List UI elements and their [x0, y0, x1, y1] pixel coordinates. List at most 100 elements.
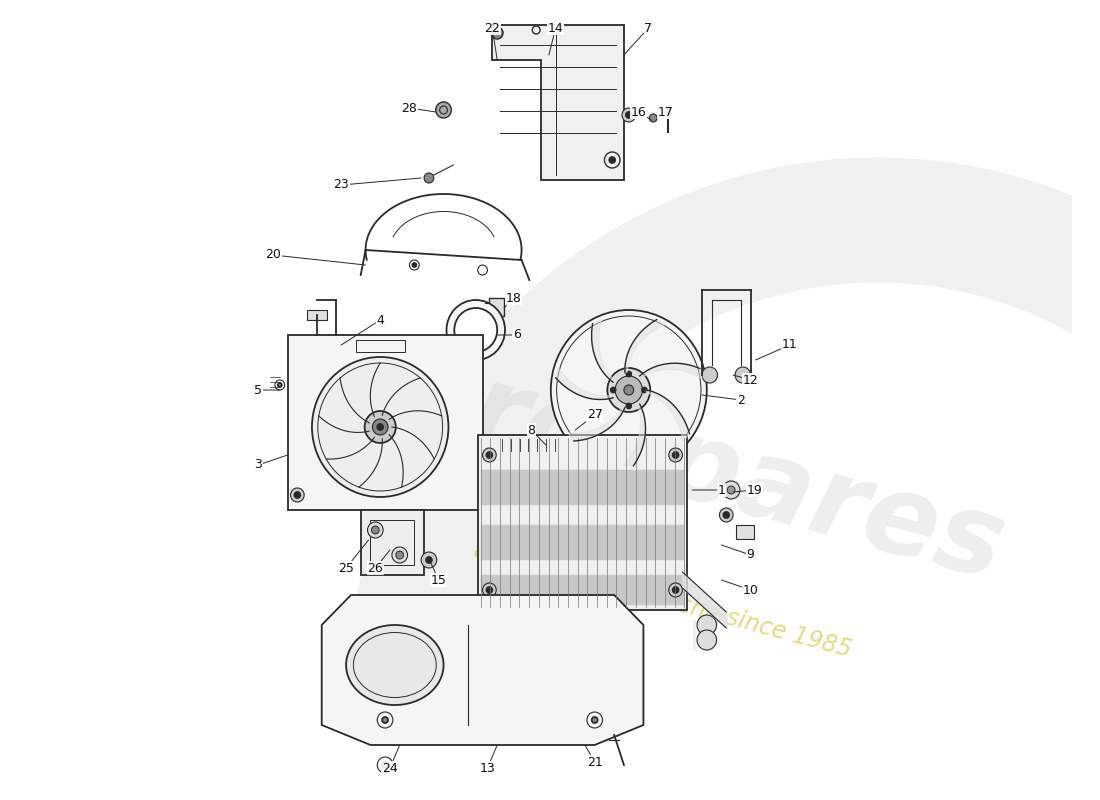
Circle shape [609, 157, 615, 163]
Text: 6: 6 [497, 329, 520, 342]
Circle shape [488, 436, 506, 454]
Circle shape [382, 717, 388, 723]
Circle shape [669, 583, 682, 597]
Text: 27: 27 [575, 409, 603, 430]
Circle shape [483, 583, 496, 597]
Circle shape [624, 385, 634, 395]
Circle shape [377, 424, 383, 430]
Text: 16: 16 [630, 106, 651, 120]
Circle shape [312, 357, 449, 497]
Polygon shape [640, 363, 702, 379]
Text: 24: 24 [382, 745, 399, 774]
Bar [371, 520, 415, 565]
Circle shape [673, 587, 679, 593]
Text: 19: 19 [733, 483, 762, 497]
Circle shape [735, 367, 750, 383]
Circle shape [669, 448, 682, 462]
Text: 21: 21 [585, 745, 603, 769]
Bar [477, 435, 688, 610]
Text: 2: 2 [702, 394, 745, 406]
Bar [497, 438, 565, 452]
Bar [736, 525, 754, 539]
Circle shape [592, 717, 597, 723]
Circle shape [607, 368, 650, 412]
Text: 28: 28 [402, 102, 436, 114]
Circle shape [483, 448, 496, 462]
Text: 9: 9 [722, 545, 755, 562]
Circle shape [421, 552, 437, 568]
Text: 10: 10 [722, 580, 759, 597]
Circle shape [447, 300, 505, 360]
Text: 13: 13 [480, 745, 497, 774]
Circle shape [436, 102, 451, 118]
Circle shape [724, 512, 729, 518]
Text: a passion for porsche since 1985: a passion for porsche since 1985 [472, 538, 855, 662]
Circle shape [615, 376, 642, 404]
Circle shape [372, 526, 379, 534]
Text: 25: 25 [338, 540, 368, 574]
Text: 14: 14 [548, 22, 563, 55]
Bar [481, 525, 684, 560]
Polygon shape [646, 390, 690, 442]
Circle shape [551, 310, 707, 470]
Circle shape [626, 371, 631, 377]
Polygon shape [592, 319, 614, 382]
Text: 23: 23 [333, 178, 421, 191]
Circle shape [486, 452, 493, 458]
Polygon shape [568, 407, 625, 441]
Circle shape [626, 112, 631, 118]
Bar [490, 298, 504, 316]
Bar [307, 310, 327, 320]
Text: 20: 20 [265, 249, 365, 265]
Circle shape [697, 615, 716, 635]
Bar [355, 340, 405, 352]
Text: 12: 12 [733, 374, 759, 386]
Polygon shape [321, 595, 644, 745]
Circle shape [486, 587, 493, 593]
Text: 1: 1 [692, 483, 725, 497]
Circle shape [492, 27, 503, 39]
Text: 4: 4 [341, 314, 384, 345]
Bar [481, 575, 684, 605]
Text: 11: 11 [756, 338, 798, 360]
Bar [361, 510, 425, 575]
Text: 18: 18 [504, 291, 521, 308]
Circle shape [454, 308, 497, 352]
Bar [287, 335, 483, 510]
Text: 8: 8 [527, 423, 546, 445]
Polygon shape [623, 404, 646, 466]
Text: eurospares: eurospares [310, 318, 1016, 602]
Circle shape [367, 522, 383, 538]
Text: 15: 15 [431, 563, 447, 586]
Ellipse shape [346, 625, 443, 705]
Circle shape [290, 488, 305, 502]
Polygon shape [625, 320, 666, 373]
Text: 7: 7 [624, 22, 652, 55]
Circle shape [697, 630, 716, 650]
Circle shape [649, 114, 657, 122]
Circle shape [426, 557, 432, 563]
Circle shape [727, 486, 735, 494]
Polygon shape [493, 25, 624, 180]
Text: 17: 17 [658, 106, 674, 118]
Circle shape [642, 387, 647, 393]
Circle shape [364, 411, 396, 443]
Circle shape [373, 419, 388, 435]
Circle shape [396, 551, 404, 559]
Circle shape [382, 762, 388, 768]
Circle shape [392, 547, 407, 563]
Text: 22: 22 [484, 22, 500, 60]
Circle shape [412, 263, 416, 267]
Polygon shape [556, 367, 613, 399]
Circle shape [702, 367, 717, 383]
Circle shape [610, 387, 616, 393]
Text: 3: 3 [254, 455, 287, 471]
Circle shape [295, 492, 300, 498]
Circle shape [621, 108, 636, 122]
Text: 26: 26 [367, 550, 390, 574]
Circle shape [425, 173, 433, 183]
Circle shape [719, 508, 733, 522]
Circle shape [673, 452, 679, 458]
Text: 5: 5 [254, 383, 279, 397]
Circle shape [626, 403, 631, 409]
